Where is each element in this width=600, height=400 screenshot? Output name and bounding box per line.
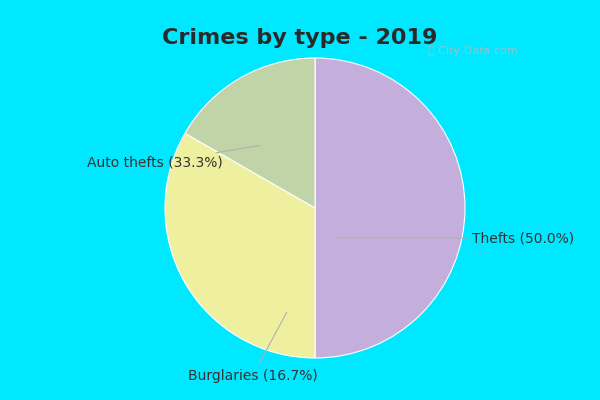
Text: Crimes by type - 2019: Crimes by type - 2019 <box>163 28 437 48</box>
Wedge shape <box>165 133 315 358</box>
Wedge shape <box>315 58 465 358</box>
Text: Burglaries (16.7%): Burglaries (16.7%) <box>187 312 317 383</box>
Text: Thefts (50.0%): Thefts (50.0%) <box>336 231 575 245</box>
Text: ⓘ City-Data.com: ⓘ City-Data.com <box>428 46 517 56</box>
Text: Auto thefts (33.3%): Auto thefts (33.3%) <box>87 146 260 170</box>
Wedge shape <box>185 58 315 208</box>
